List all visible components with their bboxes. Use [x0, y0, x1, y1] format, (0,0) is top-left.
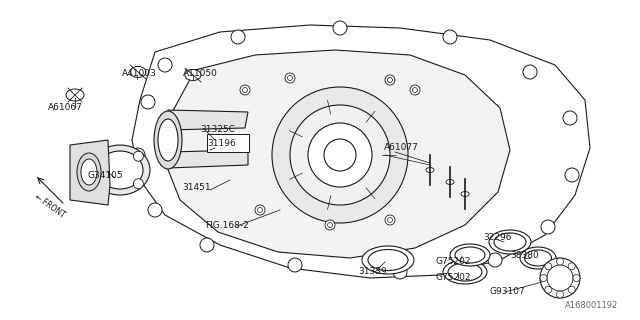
Circle shape — [387, 77, 392, 83]
Ellipse shape — [154, 111, 182, 169]
Polygon shape — [165, 50, 510, 258]
Text: FIG.168-2: FIG.168-2 — [205, 221, 249, 230]
Circle shape — [573, 275, 580, 282]
Ellipse shape — [489, 230, 531, 254]
Ellipse shape — [130, 67, 146, 77]
Text: 31451: 31451 — [182, 182, 211, 191]
Circle shape — [568, 286, 575, 293]
Circle shape — [308, 123, 372, 187]
Circle shape — [547, 265, 573, 291]
Circle shape — [563, 111, 577, 125]
Circle shape — [288, 258, 302, 272]
Text: A11050: A11050 — [183, 69, 218, 78]
Circle shape — [133, 179, 143, 189]
Text: A41003: A41003 — [122, 69, 157, 78]
Circle shape — [97, 179, 107, 189]
Circle shape — [272, 87, 408, 223]
Circle shape — [200, 238, 214, 252]
Circle shape — [443, 30, 457, 44]
Circle shape — [393, 265, 407, 279]
Polygon shape — [132, 25, 590, 278]
Circle shape — [325, 220, 335, 230]
Polygon shape — [70, 140, 110, 205]
Ellipse shape — [185, 69, 201, 81]
Circle shape — [557, 258, 563, 265]
Circle shape — [541, 220, 555, 234]
Circle shape — [255, 205, 265, 215]
Circle shape — [540, 275, 547, 282]
Text: A168001192: A168001192 — [564, 301, 618, 310]
Text: G75202: G75202 — [435, 258, 470, 267]
Ellipse shape — [448, 263, 482, 281]
Circle shape — [148, 203, 162, 217]
Ellipse shape — [97, 151, 143, 189]
Text: 38380: 38380 — [510, 252, 539, 260]
Ellipse shape — [494, 233, 526, 251]
Circle shape — [231, 30, 245, 44]
Circle shape — [523, 65, 537, 79]
Ellipse shape — [368, 250, 408, 270]
Text: ← FRONT: ← FRONT — [33, 193, 67, 220]
Circle shape — [540, 258, 580, 298]
Circle shape — [131, 148, 145, 162]
Ellipse shape — [81, 159, 97, 185]
Ellipse shape — [461, 191, 469, 196]
Circle shape — [328, 222, 333, 228]
Text: G75202: G75202 — [435, 274, 470, 283]
Text: 31339: 31339 — [358, 268, 387, 276]
Ellipse shape — [455, 247, 485, 263]
Circle shape — [568, 263, 575, 270]
Ellipse shape — [158, 119, 178, 161]
Ellipse shape — [446, 180, 454, 185]
Bar — [207, 134, 249, 152]
Circle shape — [385, 75, 395, 85]
Text: 31196: 31196 — [207, 139, 236, 148]
Circle shape — [243, 87, 248, 92]
Ellipse shape — [77, 153, 101, 191]
Circle shape — [545, 263, 552, 270]
Ellipse shape — [426, 167, 434, 172]
Text: G34105: G34105 — [88, 171, 124, 180]
Polygon shape — [168, 110, 248, 130]
Ellipse shape — [90, 145, 150, 195]
Circle shape — [385, 215, 395, 225]
Circle shape — [333, 21, 347, 35]
Circle shape — [565, 168, 579, 182]
Circle shape — [557, 291, 563, 298]
Ellipse shape — [450, 244, 490, 266]
Ellipse shape — [362, 246, 414, 274]
Text: G93107: G93107 — [490, 287, 525, 297]
Circle shape — [158, 58, 172, 72]
Circle shape — [141, 95, 155, 109]
Circle shape — [387, 218, 392, 222]
Circle shape — [285, 73, 295, 83]
Circle shape — [413, 87, 417, 92]
Text: A61067: A61067 — [48, 102, 83, 111]
Circle shape — [545, 286, 552, 293]
Circle shape — [287, 76, 292, 81]
Ellipse shape — [443, 260, 487, 284]
Polygon shape — [168, 150, 248, 168]
Circle shape — [97, 151, 107, 161]
Circle shape — [257, 207, 262, 212]
Circle shape — [324, 139, 356, 171]
Text: 32296: 32296 — [483, 234, 511, 243]
Circle shape — [240, 85, 250, 95]
Circle shape — [290, 105, 390, 205]
Text: 31325C: 31325C — [200, 125, 235, 134]
Ellipse shape — [66, 89, 84, 101]
Ellipse shape — [525, 250, 552, 266]
Circle shape — [410, 85, 420, 95]
Text: A61077: A61077 — [384, 143, 419, 153]
Ellipse shape — [520, 247, 556, 269]
Circle shape — [488, 253, 502, 267]
Circle shape — [133, 151, 143, 161]
